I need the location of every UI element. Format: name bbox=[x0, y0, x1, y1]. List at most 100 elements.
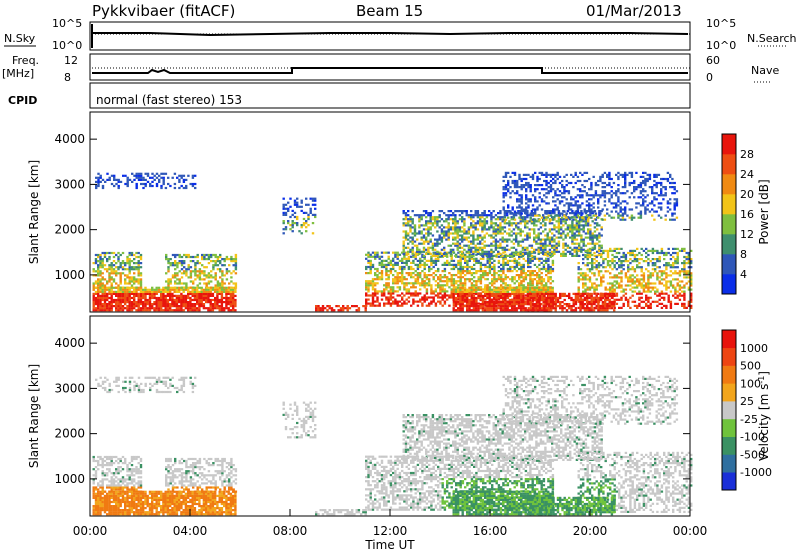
echo-cell bbox=[617, 212, 620, 215]
echo-cell bbox=[492, 236, 495, 239]
echo-cell bbox=[520, 298, 523, 301]
echo-cell bbox=[548, 236, 552, 239]
echo-cell bbox=[112, 255, 116, 259]
echo-cell bbox=[493, 282, 496, 285]
echo-cell bbox=[546, 210, 549, 213]
echo-cell bbox=[447, 218, 450, 221]
echo-cell bbox=[629, 262, 632, 265]
echo-cell bbox=[139, 282, 143, 285]
echo-cell bbox=[97, 176, 100, 179]
echo-cell bbox=[232, 258, 235, 261]
echo-cell bbox=[178, 296, 181, 300]
echo-cell bbox=[671, 192, 674, 195]
echo-cell bbox=[538, 184, 541, 187]
echo-cell bbox=[402, 246, 405, 249]
echo-cell bbox=[201, 278, 204, 281]
echo-cell bbox=[524, 238, 527, 241]
echo-cell bbox=[92, 268, 95, 271]
echo-cell bbox=[524, 220, 527, 223]
echo-cell bbox=[591, 232, 594, 235]
echo-cell bbox=[638, 284, 641, 287]
echo-cell bbox=[538, 218, 541, 221]
echo-cell bbox=[518, 200, 521, 203]
echo-cell bbox=[167, 182, 170, 186]
echo-cell bbox=[110, 276, 113, 279]
echo-cell bbox=[307, 224, 310, 227]
echo-cell bbox=[378, 255, 381, 258]
echo-cell bbox=[389, 294, 393, 297]
echo-cell bbox=[434, 226, 437, 229]
echo-cell bbox=[398, 265, 402, 269]
echo-cell bbox=[201, 258, 204, 261]
echo-cell bbox=[380, 276, 384, 279]
echo-cell bbox=[182, 186, 186, 190]
echo-cell bbox=[461, 210, 464, 213]
echo-cell bbox=[142, 290, 145, 293]
echo-cell bbox=[629, 296, 632, 299]
echo-cell bbox=[649, 274, 652, 277]
echo-cell bbox=[218, 290, 221, 293]
echo-cell bbox=[392, 292, 395, 295]
echo-cell bbox=[578, 226, 581, 229]
echo-cell bbox=[173, 303, 176, 306]
echo-cell bbox=[561, 179, 564, 183]
echo-cell bbox=[99, 255, 102, 259]
echo-cell bbox=[396, 294, 399, 297]
echo-cell bbox=[232, 270, 235, 273]
echo-cell bbox=[472, 250, 475, 253]
echo-cell bbox=[385, 251, 388, 254]
echo-cell bbox=[155, 292, 158, 295]
echo-cell bbox=[124, 288, 127, 291]
echo-cell bbox=[476, 242, 480, 245]
echo-cell bbox=[126, 298, 129, 302]
echo-cell bbox=[525, 173, 528, 176]
echo-cell bbox=[394, 276, 397, 279]
echo-cell bbox=[527, 184, 530, 187]
echo-cell bbox=[371, 255, 375, 258]
echo-cell bbox=[137, 260, 140, 263]
echo-cell bbox=[569, 218, 572, 221]
echo-cell bbox=[513, 267, 516, 271]
echo-cell bbox=[622, 290, 625, 293]
echo-cell bbox=[392, 300, 395, 303]
echo-cell bbox=[124, 262, 127, 265]
echo-cell bbox=[663, 253, 666, 257]
echo-cell bbox=[602, 276, 605, 279]
echo-cell bbox=[437, 294, 440, 297]
echo-cell bbox=[512, 254, 516, 257]
echo-cell bbox=[472, 234, 475, 237]
echo-cell bbox=[128, 298, 131, 302]
echo-cell bbox=[135, 290, 138, 293]
echo-cell bbox=[430, 302, 433, 305]
echo-cell bbox=[522, 278, 525, 281]
echo-cell bbox=[431, 242, 435, 245]
echo-cell bbox=[645, 251, 648, 255]
echo-cell bbox=[663, 278, 666, 281]
echo-cell bbox=[176, 274, 179, 277]
echo-cell bbox=[671, 181, 674, 185]
echo-cell bbox=[456, 230, 459, 233]
echo-cell bbox=[456, 240, 459, 243]
echo-cell bbox=[551, 212, 554, 215]
echo-cell bbox=[103, 296, 107, 300]
echo-cell bbox=[593, 274, 596, 277]
echo-cell bbox=[585, 171, 589, 174]
echo-cell bbox=[486, 257, 489, 260]
echo-cell bbox=[536, 208, 539, 211]
echo-cell bbox=[627, 251, 630, 255]
echo-cell bbox=[507, 216, 510, 219]
echo-cell bbox=[642, 198, 645, 201]
echo-cell bbox=[103, 284, 107, 287]
echo-cell bbox=[655, 173, 658, 176]
echo-cell bbox=[669, 175, 672, 178]
echo-cell bbox=[593, 244, 597, 247]
echo-cell bbox=[427, 214, 430, 217]
echo-cell bbox=[160, 303, 163, 306]
echo-cell bbox=[112, 272, 116, 275]
echo-cell bbox=[501, 254, 504, 257]
echo-cell bbox=[663, 296, 666, 299]
echo-cell bbox=[500, 284, 503, 287]
echo-cell bbox=[448, 280, 451, 283]
echo-cell bbox=[119, 290, 122, 293]
echo-cell bbox=[416, 274, 420, 277]
